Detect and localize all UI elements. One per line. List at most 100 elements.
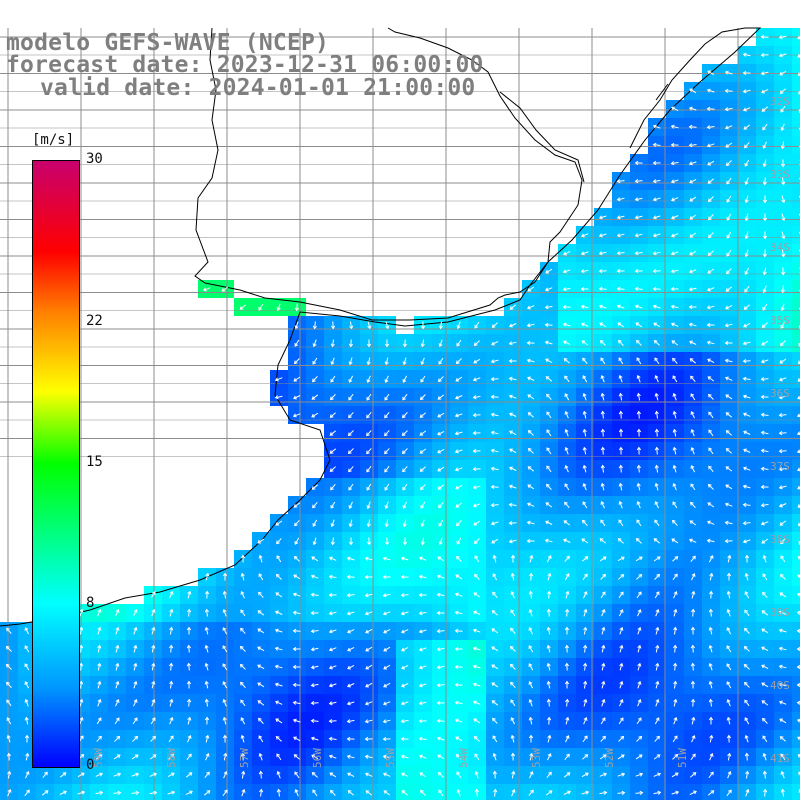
wind-arrow: [346, 593, 355, 598]
wind-arrow: [490, 503, 499, 508]
wind-arrow: [133, 644, 138, 653]
wind-arrow: [529, 752, 534, 761]
wind-arrow: [726, 716, 731, 725]
wind-arrow: [24, 663, 30, 671]
wind-arrow: [652, 142, 661, 147]
wind-arrow: [511, 770, 516, 779]
wind-arrow: [275, 735, 282, 742]
wind-direction-arrows: [5, 34, 800, 797]
wind-arrow: [709, 590, 714, 599]
wind-arrow: [654, 410, 659, 419]
wind-arrow: [527, 286, 535, 292]
wind-arrow: [491, 538, 499, 544]
wind-arrow: [438, 321, 443, 330]
wind-arrow: [688, 161, 697, 166]
wind-arrow: [169, 680, 174, 689]
wind-arrow: [455, 555, 462, 562]
wind-arrow: [781, 231, 786, 240]
wind-arrow: [724, 376, 733, 381]
wind-arrow: [492, 735, 498, 743]
wind-arrow: [133, 698, 138, 707]
wind-arrow: [526, 520, 535, 525]
wind-arrow: [508, 466, 517, 471]
wind-arrow: [5, 663, 12, 670]
wind-arrow: [780, 753, 786, 761]
wind-arrow: [583, 698, 588, 707]
wind-arrow: [743, 430, 751, 435]
wind-arrow: [222, 698, 227, 707]
wind-arrow: [616, 251, 625, 256]
wind-arrow: [454, 700, 463, 705]
wind-arrow: [634, 304, 643, 309]
wind-arrow: [780, 123, 785, 131]
wind-arrow: [564, 573, 570, 581]
wind-arrow: [240, 752, 246, 761]
wind-arrow: [240, 572, 245, 581]
wind-arrow: [97, 626, 102, 635]
wind-arrow: [616, 304, 625, 309]
wind-arrow: [456, 321, 461, 330]
wind-arrow: [673, 608, 678, 617]
wind-arrow: [329, 412, 336, 418]
wind-arrow: [599, 772, 607, 777]
wind-arrow: [726, 231, 732, 239]
wind-arrow: [708, 716, 714, 725]
wind-arrow: [168, 735, 174, 743]
wind-arrow: [779, 358, 787, 364]
wind-arrow: [366, 483, 372, 491]
wind-arrow: [653, 322, 661, 328]
wind-arrow: [113, 754, 121, 760]
wind-arrow: [583, 644, 588, 653]
wind-arrow: [454, 592, 463, 597]
wind-arrow: [670, 215, 679, 220]
wind-arrow: [240, 734, 245, 743]
wind-arrow: [599, 754, 607, 760]
wind-arrow: [580, 251, 589, 256]
wind-arrow: [760, 466, 769, 471]
wind-arrow: [150, 591, 156, 599]
wind-arrow: [348, 357, 353, 366]
wind-arrow: [79, 680, 84, 689]
wind-arrow: [366, 448, 372, 455]
wind-arrow: [688, 106, 697, 111]
wind-arrow: [436, 665, 445, 670]
wind-arrow: [528, 590, 533, 599]
wind-arrow: [364, 736, 373, 742]
wind-arrow: [310, 701, 319, 706]
wind-arrow: [401, 646, 409, 652]
wind-arrow: [688, 322, 697, 327]
longitude-label: 56W: [311, 748, 324, 768]
wind-arrow: [762, 770, 767, 779]
wind-arrow: [724, 502, 733, 507]
wind-arrow: [510, 590, 515, 599]
wind-arrow: [292, 628, 301, 633]
wind-arrow: [402, 501, 407, 510]
wind-arrow: [761, 106, 769, 112]
wind-arrow: [636, 735, 643, 742]
wind-arrow: [599, 556, 607, 562]
wind-arrow: [600, 482, 605, 491]
wind-arrow: [780, 159, 786, 168]
wind-arrow: [364, 574, 373, 580]
wind-arrow: [706, 322, 715, 328]
wind-arrow: [436, 610, 445, 616]
wind-arrow: [293, 395, 301, 400]
wind-arrow: [418, 665, 427, 670]
wind-arrow: [744, 195, 749, 204]
wind-arrow: [293, 574, 301, 580]
wind-arrow: [456, 537, 462, 545]
wind-arrow: [565, 716, 570, 725]
latitude-label: 40S: [770, 679, 790, 692]
wind-arrow: [726, 789, 732, 797]
wind-arrow: [779, 340, 786, 347]
wind-arrow: [472, 646, 481, 651]
wind-arrow: [328, 629, 337, 634]
wind-arrow: [726, 734, 732, 743]
wind-arrow: [670, 269, 679, 274]
wind-arrow: [726, 699, 731, 707]
wind-arrow: [727, 554, 732, 563]
wind-arrow: [798, 325, 800, 330]
wind-arrow: [742, 70, 751, 76]
wind-arrow: [205, 572, 210, 581]
wind-arrow: [348, 483, 354, 491]
